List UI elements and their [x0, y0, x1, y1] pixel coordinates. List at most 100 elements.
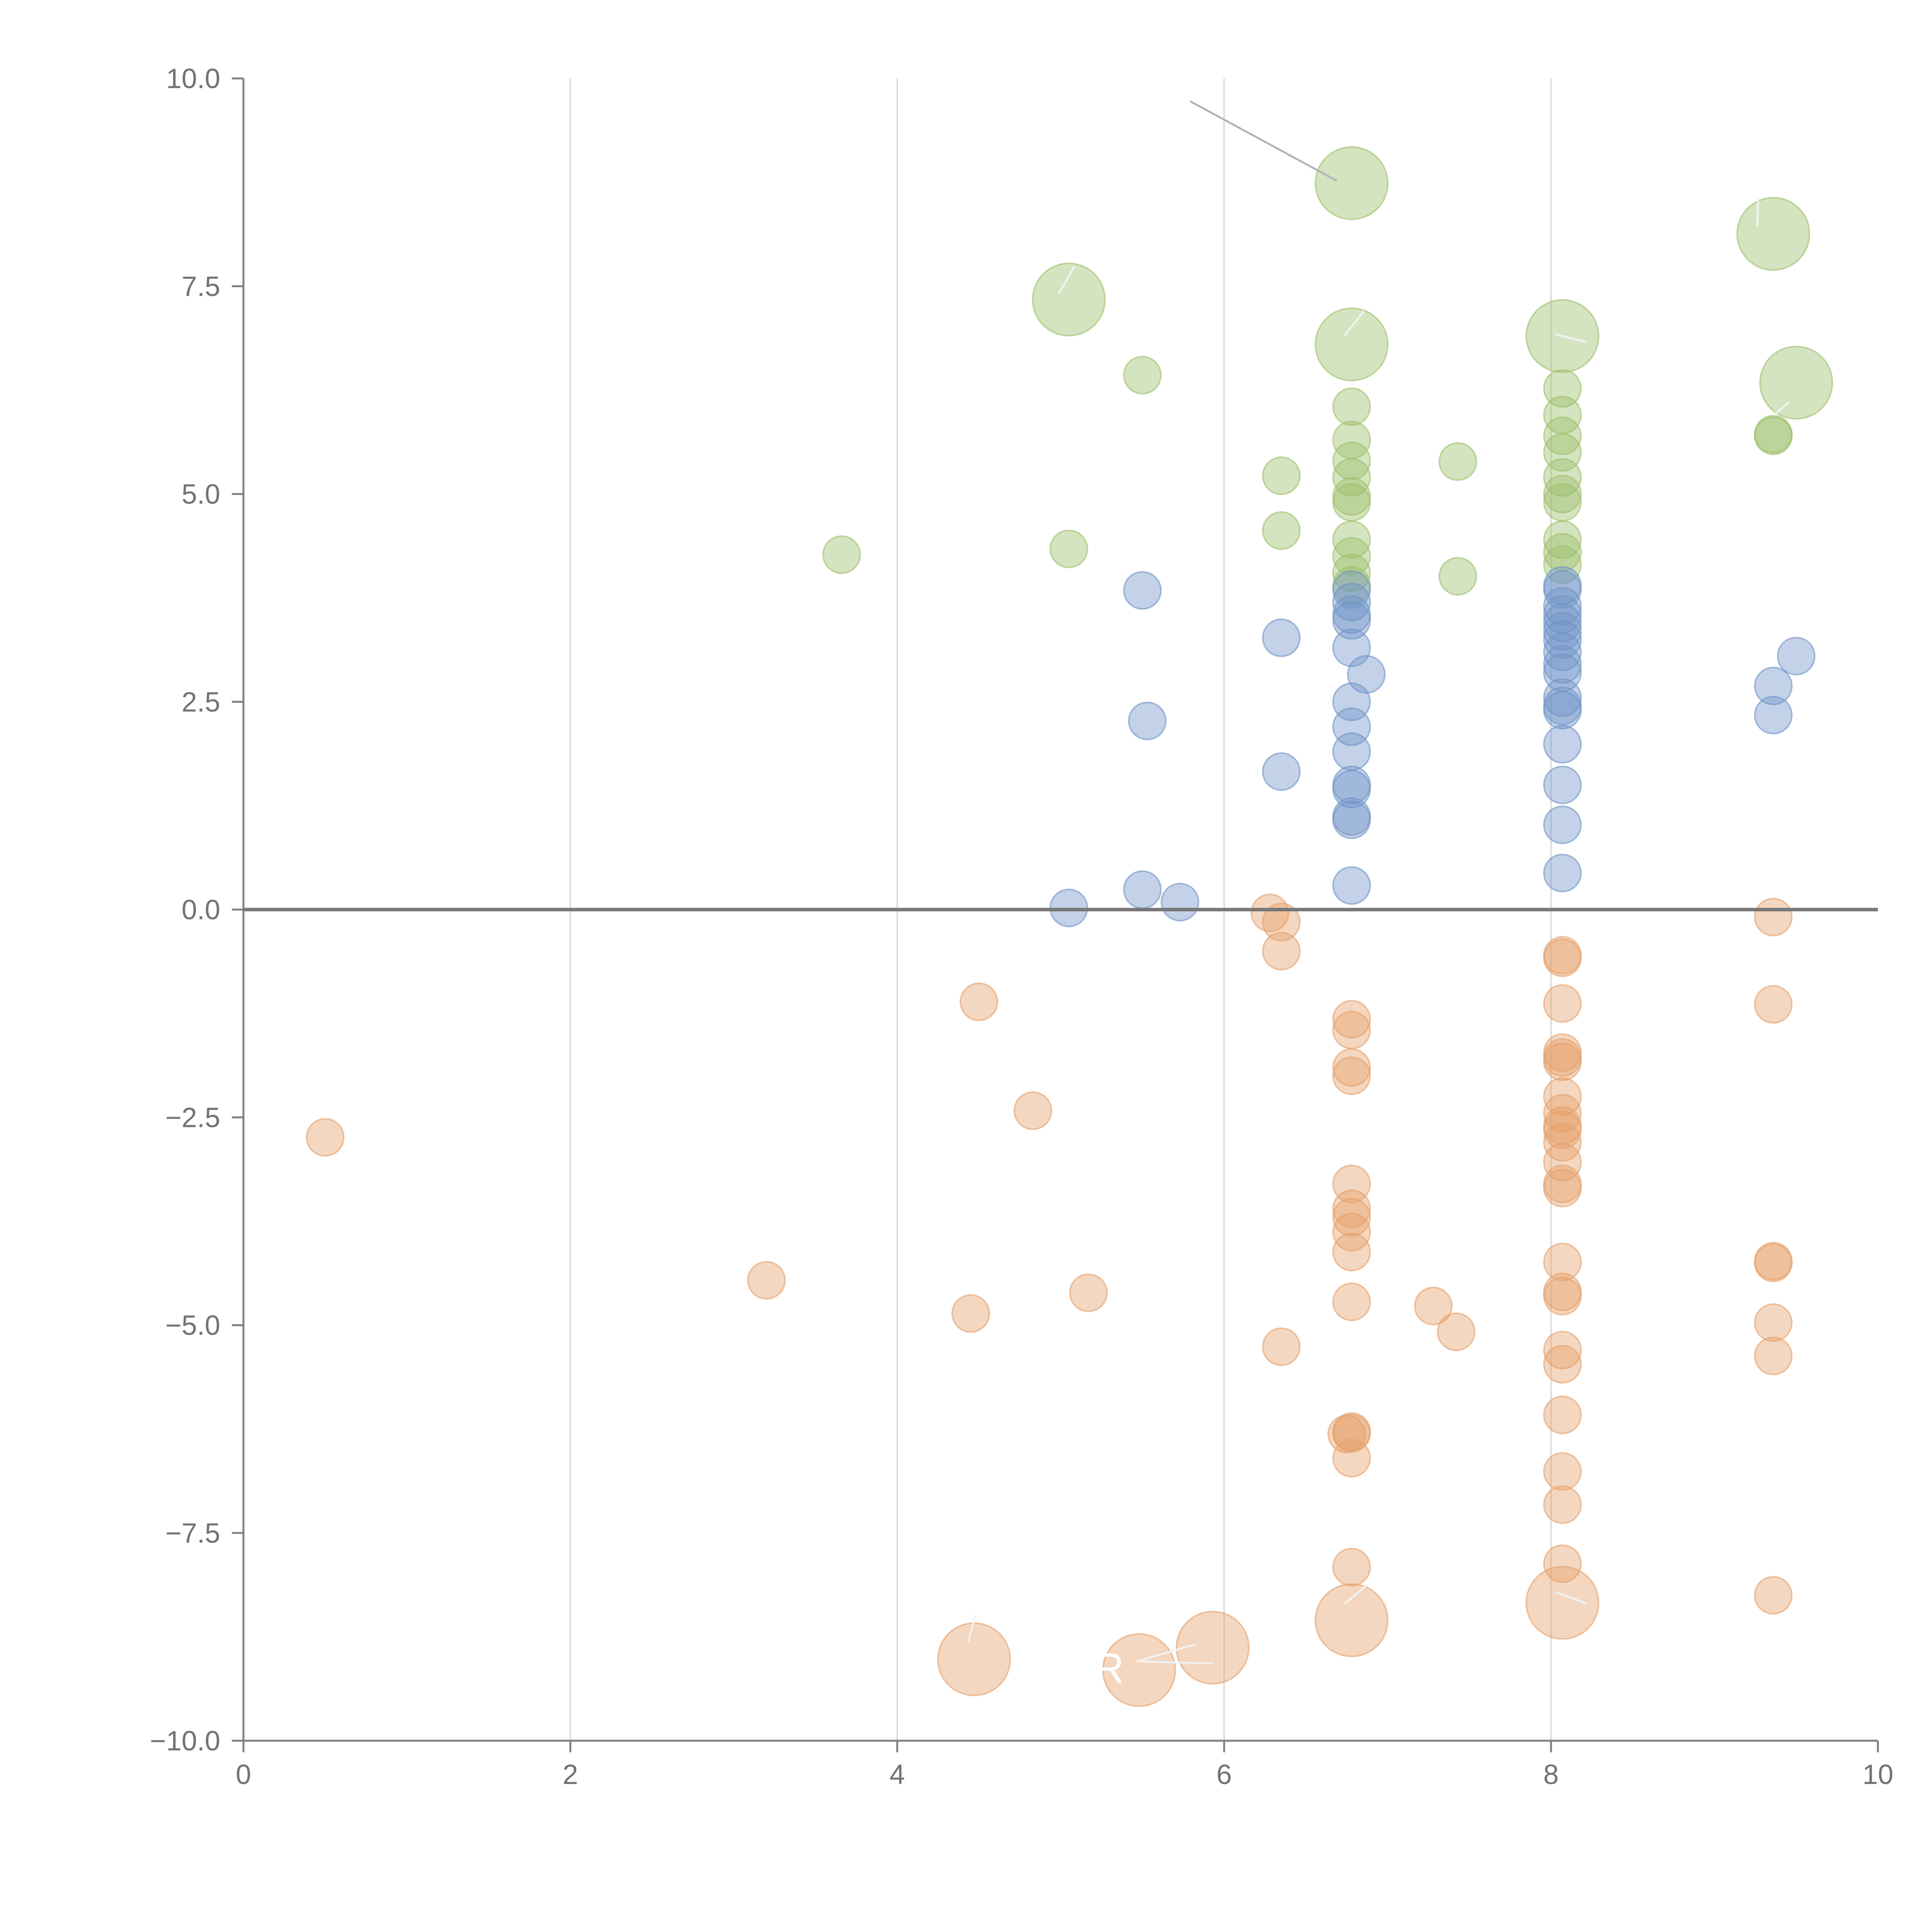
orange-bubble	[1754, 1337, 1793, 1376]
blue-bubble	[1543, 805, 1582, 844]
annotation-leader-line	[1773, 401, 1790, 416]
orange-bubble	[1102, 1633, 1176, 1707]
green-bubble	[1332, 441, 1371, 480]
axes	[232, 77, 1879, 1752]
orange-bubble	[1543, 1395, 1582, 1434]
orange-bubble	[1175, 1611, 1250, 1685]
orange-bubble	[1262, 932, 1301, 971]
orange-bubble	[1754, 985, 1793, 1024]
tick-labels: 0 2 4 6 8 10 10.0 7.5 5.0 2.5 0.0 −2.5 −5.0 −7.5 −10.0	[150, 63, 1893, 1790]
green-bubble	[1262, 456, 1301, 495]
green-bubble	[1543, 416, 1582, 455]
orange-bubble	[1332, 1282, 1371, 1321]
orange-bubble	[1543, 1123, 1582, 1162]
orange-bubble	[1014, 1091, 1053, 1130]
orange-bubble	[959, 982, 998, 1021]
green-bubble	[1332, 537, 1371, 576]
orange-bubble	[1754, 1576, 1793, 1615]
green-bubble	[1049, 529, 1088, 568]
orange-bubble	[937, 1622, 1011, 1696]
orange-bubble	[951, 1294, 990, 1333]
annotation-leader-line	[1189, 100, 1338, 182]
blue-bubble	[1543, 645, 1582, 684]
green-bubble	[1332, 553, 1371, 592]
orange-bubble	[1543, 1168, 1582, 1208]
green-bubble	[1759, 345, 1833, 420]
orange-bubble	[1332, 1010, 1371, 1049]
y-tick-label: −2.5	[165, 1102, 220, 1133]
green-bubble	[1315, 307, 1389, 381]
annotation-leader-line	[1555, 1591, 1587, 1605]
orange-bubble	[1543, 984, 1582, 1023]
orange-bubble	[1262, 1327, 1301, 1366]
green-bubble	[1543, 474, 1582, 514]
orange-bubble	[1754, 1303, 1793, 1342]
blue-bubble	[1262, 752, 1301, 791]
blue-bubble	[1347, 655, 1386, 694]
y-tick-label: 7.5	[182, 271, 220, 302]
orange-bubble	[1543, 1042, 1582, 1081]
green-bubble	[1262, 511, 1301, 550]
green-bubble	[1754, 415, 1793, 454]
orange-bubble	[747, 1261, 786, 1300]
orange-bubble	[1543, 1485, 1582, 1524]
blue-bubble	[1332, 770, 1371, 809]
blue-bubble	[1777, 636, 1816, 675]
blue-bubble	[1160, 883, 1199, 922]
orange-bubble	[1526, 1566, 1600, 1640]
orange-bubble	[1069, 1273, 1108, 1312]
blue-bubble	[1123, 870, 1162, 909]
green-bubble	[1332, 483, 1371, 522]
blue-bubble	[1332, 800, 1371, 839]
orange-bubble	[1754, 898, 1793, 937]
orange-bubble	[1332, 1233, 1371, 1272]
annotations: R	[967, 100, 1790, 1692]
green-bubble	[1332, 387, 1371, 426]
orange-bubble	[1262, 903, 1301, 942]
orange-bubble	[1543, 1331, 1582, 1370]
blue-bubble	[1543, 612, 1582, 651]
x-tick-label: 4	[889, 1759, 905, 1790]
blue-bubble	[1128, 701, 1167, 740]
blue-bubble	[1332, 595, 1371, 634]
orange-bubble	[1543, 938, 1582, 977]
blue-bubble	[1543, 603, 1582, 642]
green-bubble	[1438, 442, 1477, 481]
orange-bubble	[1414, 1287, 1453, 1326]
y-tick-label: −5.0	[165, 1310, 220, 1341]
annotation-leader-line	[1139, 1660, 1214, 1665]
blue-bubble	[1543, 724, 1582, 764]
blue-bubble	[1754, 696, 1793, 735]
annotation-leader-line	[1136, 1643, 1196, 1663]
green-bubble	[822, 535, 861, 574]
blue-bubble	[1543, 765, 1582, 804]
orange-bubble	[1332, 1189, 1371, 1228]
orange-bubble	[1332, 1439, 1371, 1478]
orange-bubble	[1315, 1583, 1389, 1657]
green-bubble	[1332, 520, 1371, 559]
annotation-leader-line	[1756, 197, 1759, 226]
green-bubble	[1736, 197, 1810, 271]
annotation-leader-line	[967, 1615, 977, 1643]
orange-bubble	[1543, 1345, 1582, 1384]
orange-bubble	[1543, 1544, 1582, 1583]
orange-bubble	[1754, 1243, 1793, 1282]
blue-bubble	[1543, 678, 1582, 717]
orange-bubble	[1327, 1415, 1366, 1454]
green-bubble	[1543, 369, 1582, 408]
x-tick-label: 8	[1543, 1759, 1559, 1790]
bubbles	[306, 146, 1833, 1707]
y-tick-label: −7.5	[165, 1518, 220, 1549]
orange-bubble	[1543, 1243, 1582, 1282]
orange-bubble	[1332, 1048, 1371, 1087]
orange-bubble	[1437, 1312, 1476, 1351]
orange-bubble	[306, 1118, 345, 1157]
annotation-leader-line	[1058, 266, 1075, 294]
y-tick-label: 5.0	[182, 479, 220, 510]
green-bubble	[1315, 146, 1389, 220]
blue-bubble	[1754, 667, 1793, 706]
green-bubble	[1332, 477, 1371, 516]
orange-bubble	[1332, 1056, 1371, 1095]
bubble-label: R	[1094, 1645, 1124, 1692]
